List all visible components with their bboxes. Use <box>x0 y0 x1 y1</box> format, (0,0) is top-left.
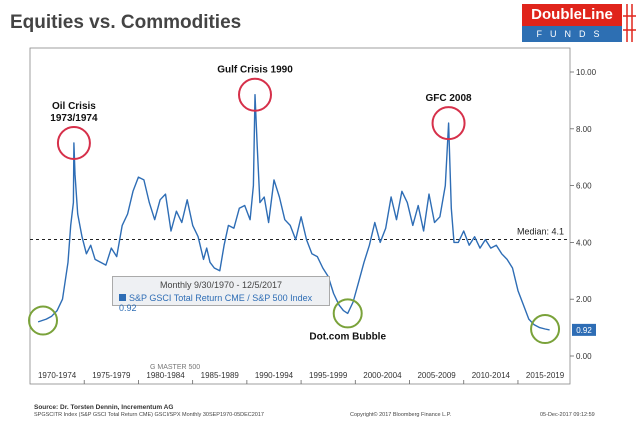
doubleline-logo: DoubleLine FUNDS <box>520 2 636 42</box>
y-tick-label: 6.00 <box>576 182 592 191</box>
legend-date-range: Monthly 9/30/1970 - 12/5/2017 <box>159 280 283 290</box>
chart-title: Equities vs. Commodities <box>10 12 242 33</box>
x-tick-label: 1980-1984 <box>146 371 185 380</box>
annotation-label: GFC 2008 <box>425 93 472 104</box>
x-tick-label: 2015-2019 <box>526 371 565 380</box>
annotation-circle <box>431 106 466 141</box>
legend-series-entry: S&P GSCI Total Return CME / S&P 500 Inde… <box>119 293 329 313</box>
legend-swatch <box>119 294 126 301</box>
annotation-label-line: GFC 2008 <box>425 93 472 104</box>
last-value-badge <box>572 323 596 336</box>
x-tick-label: 1975-1979 <box>92 371 131 380</box>
logo-brand: DoubleLine <box>522 4 622 26</box>
watermark-text: G MASTER 500 <box>150 364 201 371</box>
annotation-circle <box>530 314 561 345</box>
y-tick-label: 0.00 <box>576 352 592 361</box>
chart-legend: Monthly 9/30/1970 - 12/5/2017 S&P GSCI T… <box>112 276 330 313</box>
annotation-label-line: Dot.com Bubble <box>309 331 386 342</box>
annotation-label-line: Oil Crisis <box>52 101 96 112</box>
annotation-circle <box>238 77 272 112</box>
y-tick-label: 2.00 <box>576 295 592 304</box>
source-note: Source: Dr. Torsten Dennin, Incrementum … <box>34 404 174 411</box>
annotation-label: Dot.com Bubble <box>309 331 386 342</box>
y-tick-label: 4.00 <box>576 238 592 247</box>
annotation-circle <box>28 305 59 336</box>
annotation-label-line: 1973/1974 <box>50 113 98 124</box>
logo-grid-icon <box>623 4 636 42</box>
annotation-circle <box>332 298 363 329</box>
index-note: SPGSCITR Index (S&P GSCI Total Return CM… <box>34 412 264 418</box>
y-tick-label: 10.00 <box>576 68 597 77</box>
annotation-circle <box>56 126 91 160</box>
x-tick-label: 1990-1994 <box>255 371 294 380</box>
x-tick-label: 1970-1974 <box>38 371 77 380</box>
x-tick-label: 1995-1999 <box>309 371 348 380</box>
legend-series-label: S&P GSCI Total Return CME / S&P 500 Inde… <box>119 293 313 313</box>
x-tick-label: 1985-1989 <box>201 371 240 380</box>
copyright-note: Copyright© 2017 Bloomberg Finance L.P. <box>350 412 452 418</box>
y-tick-label: 8.00 <box>576 125 592 134</box>
x-tick-label: 2005-2009 <box>417 371 456 380</box>
series-line <box>37 93 550 331</box>
annotation-label-line: Gulf Crisis 1990 <box>217 65 293 76</box>
last-value-label: 0.92 <box>576 326 592 335</box>
median-label: Median: 4.1 <box>517 227 564 237</box>
timestamp-note: 05-Dec-2017 09:12:59 <box>540 412 595 418</box>
x-tick-label: 2010-2014 <box>472 371 511 380</box>
plot-frame <box>29 47 571 385</box>
x-tick-label: 2000-2004 <box>363 371 402 380</box>
annotation-label: Gulf Crisis 1990 <box>217 65 293 76</box>
logo-subtitle: FUNDS <box>522 26 622 42</box>
annotation-label: Oil Crisis 1973/1974 <box>50 101 98 124</box>
